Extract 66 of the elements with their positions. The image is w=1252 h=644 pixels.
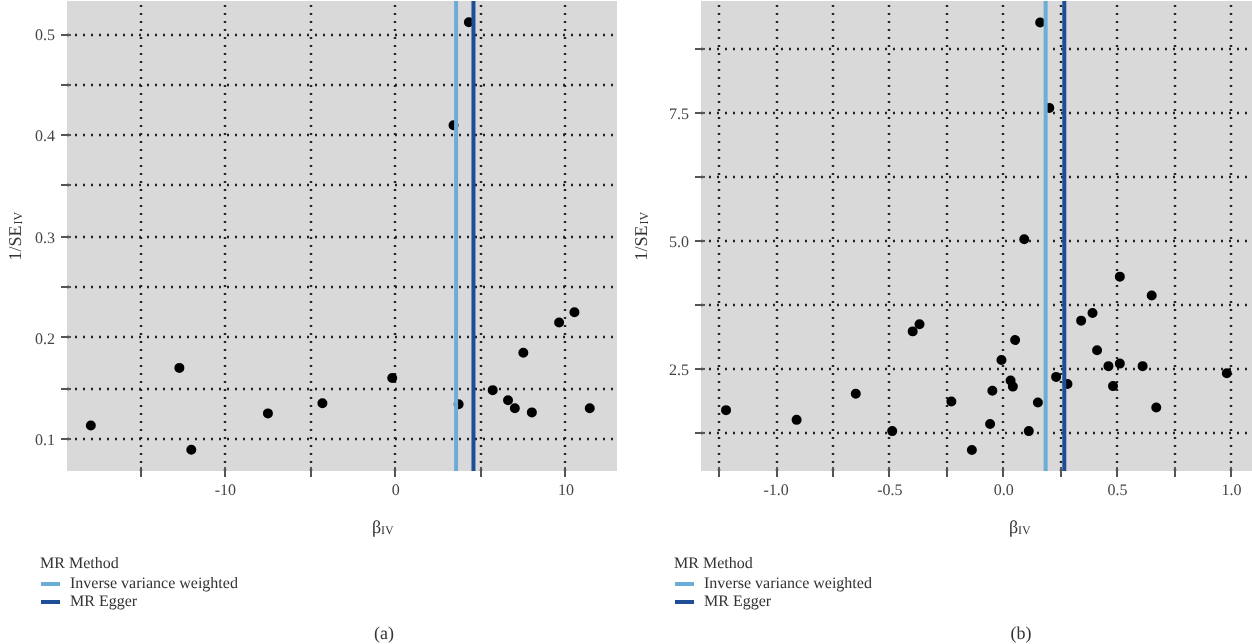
point <box>966 445 977 456</box>
point <box>996 355 1007 366</box>
point <box>1108 381 1119 392</box>
legend-label: MR Egger <box>704 592 772 610</box>
x-tick-label: -1.0 <box>763 481 789 499</box>
point <box>317 398 328 409</box>
x-tick-label: 0.5 <box>1107 481 1128 499</box>
legend-label: MR Egger <box>70 592 138 610</box>
point <box>791 414 802 425</box>
text: (a) <box>374 623 395 643</box>
point <box>985 418 996 429</box>
point <box>1092 345 1103 356</box>
point <box>503 395 514 406</box>
point <box>1087 307 1098 318</box>
y-tick-label: 0.3 <box>35 228 55 247</box>
y-tick-label: 2.5 <box>669 360 689 379</box>
point <box>584 403 595 414</box>
point <box>85 420 96 431</box>
point <box>526 407 537 418</box>
point <box>487 385 498 396</box>
point <box>1007 381 1018 392</box>
x-tick-label: -10 <box>214 481 237 499</box>
point <box>1019 234 1030 245</box>
point <box>914 319 925 330</box>
point <box>262 408 273 419</box>
point <box>987 385 998 396</box>
point <box>1114 271 1125 282</box>
legend-label: Inverse variance weighted <box>704 574 872 592</box>
x-tick-label: -0.5 <box>877 481 903 499</box>
y-tick-label: 7.5 <box>669 105 689 123</box>
point <box>509 403 520 414</box>
point <box>1103 361 1114 372</box>
point <box>1032 397 1043 408</box>
y-tick-label: 0.5 <box>35 26 55 45</box>
point <box>721 405 732 416</box>
legend-label: Inverse variance weighted <box>70 574 238 592</box>
point <box>850 388 861 399</box>
point <box>387 373 398 383</box>
point <box>1051 371 1062 382</box>
point <box>174 362 185 373</box>
text: (b) <box>1010 623 1032 643</box>
x-tick-label: 10 <box>557 481 574 499</box>
point <box>569 307 580 318</box>
point <box>1023 426 1034 437</box>
y-tick-label: 5.0 <box>669 232 689 251</box>
legend-title: MR Method <box>674 554 755 572</box>
legend-title: MR Method <box>40 554 121 572</box>
point <box>1146 290 1157 301</box>
y-tick-label: 0.1 <box>35 430 55 449</box>
point <box>946 396 957 407</box>
point <box>1114 358 1125 369</box>
x-tick-label: 1.0 <box>1221 481 1242 499</box>
point <box>186 444 197 455</box>
point <box>1137 361 1148 372</box>
point <box>887 426 898 437</box>
y-tick-label: 0.4 <box>35 127 55 146</box>
point <box>1076 315 1087 326</box>
x-tick-label: 0.0 <box>993 481 1014 499</box>
point <box>554 317 565 328</box>
point <box>1221 368 1232 379</box>
point <box>1010 335 1021 346</box>
point <box>907 326 918 337</box>
x-tick-label: 0 <box>391 481 400 499</box>
point <box>1151 402 1162 413</box>
point <box>518 347 529 358</box>
y-tick-label: 0.2 <box>35 329 55 348</box>
